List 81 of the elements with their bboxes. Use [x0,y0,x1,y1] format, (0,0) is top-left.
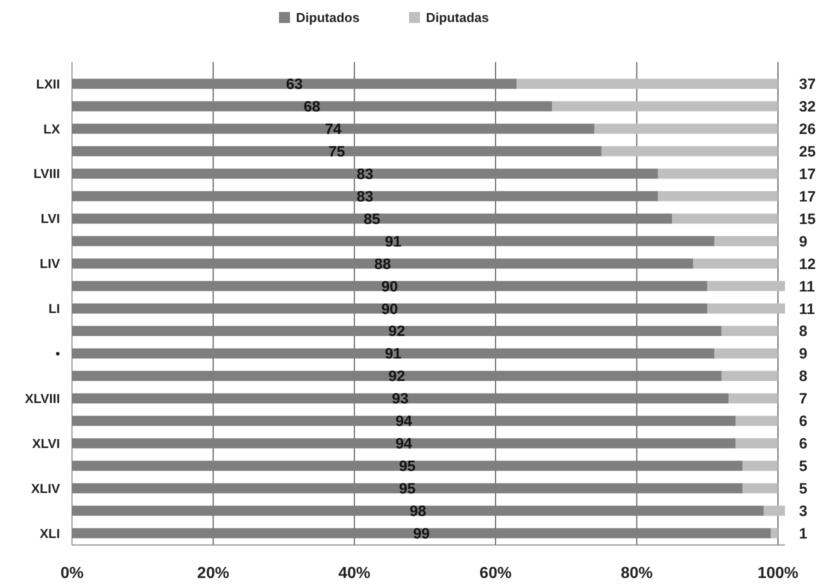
data-label: 83 [356,188,374,206]
data-label: 25 [799,143,816,160]
bar [658,168,778,179]
bar [658,191,778,202]
data-label: 26 [799,120,816,138]
bar [552,101,778,112]
data-label: 68 [304,98,320,116]
bar [714,236,778,246]
y-tick-label: LXII [36,76,60,92]
y-tick-label: XLVI [32,436,60,451]
data-label: 92 [388,323,406,340]
bar [736,438,778,448]
data-label: 11 [799,278,815,296]
data-label: 9 [799,233,808,250]
bar [764,506,785,516]
bar [714,348,778,358]
legend-label: Diputados [296,10,360,25]
x-tick-label: 60% [480,565,512,582]
x-tick-label: 80% [620,565,653,582]
y-tick-label: • [55,346,60,361]
data-label: 8 [799,368,808,386]
data-label: 12 [799,256,816,273]
data-label: 88 [374,256,391,273]
data-label: 7 [799,390,808,408]
data-label: 90 [381,278,398,296]
data-label: 93 [392,390,409,408]
data-label: 94 [395,413,413,430]
bar [728,393,778,404]
data-label: 17 [799,166,816,183]
data-label: 9 [799,346,808,363]
bar [770,528,778,538]
bar [742,460,778,471]
data-label: 6 [799,413,808,430]
bar [736,416,778,426]
data-label: 98 [410,502,426,520]
data-label: 94 [395,436,413,453]
y-tick-label: XLVIII [24,390,60,406]
data-label: 11 [799,300,815,318]
data-label: 92 [388,368,406,386]
data-label: 15 [799,210,816,228]
data-label: 17 [799,188,816,206]
bar [721,370,778,381]
legend-label: Diputadas [426,10,489,25]
x-tick-label: 0% [60,565,84,582]
bar [742,483,778,494]
bar [721,326,778,336]
data-label: 32 [799,98,816,116]
y-tick-label: LI [48,301,60,316]
data-label: 37 [799,76,816,94]
data-label: 90 [381,300,398,318]
bar [707,280,785,292]
bar [594,124,778,134]
data-label: 5 [799,480,808,498]
x-tick-label: 100% [757,565,798,582]
data-label: 95 [398,480,416,498]
data-label: 75 [328,143,346,160]
y-tick-label: XLI [40,526,60,541]
y-tick-label: LVIII [34,166,60,182]
data-label: 1 [799,525,808,542]
y-tick-label: LIV [40,256,60,272]
bar [601,146,778,156]
x-tick-label: 40% [338,565,370,582]
data-label: 63 [286,76,303,94]
y-tick-label: LX [43,121,60,136]
bar [693,258,778,269]
x-tick-label: 20% [197,565,230,582]
y-tick-label: LVI [40,211,60,226]
data-label: 83 [356,166,374,183]
bar [516,78,778,89]
data-label: 74 [324,120,342,138]
data-label: 85 [364,210,380,228]
data-label: 91 [384,233,402,250]
data-label: 6 [799,436,808,453]
bar [707,303,785,314]
data-label: 95 [398,458,416,476]
bar [672,214,778,224]
data-label: 5 [799,458,808,476]
data-label: 3 [799,502,808,520]
y-tick-label: XLIV [31,480,60,496]
data-label: 8 [799,323,808,340]
data-label: 91 [384,346,402,363]
